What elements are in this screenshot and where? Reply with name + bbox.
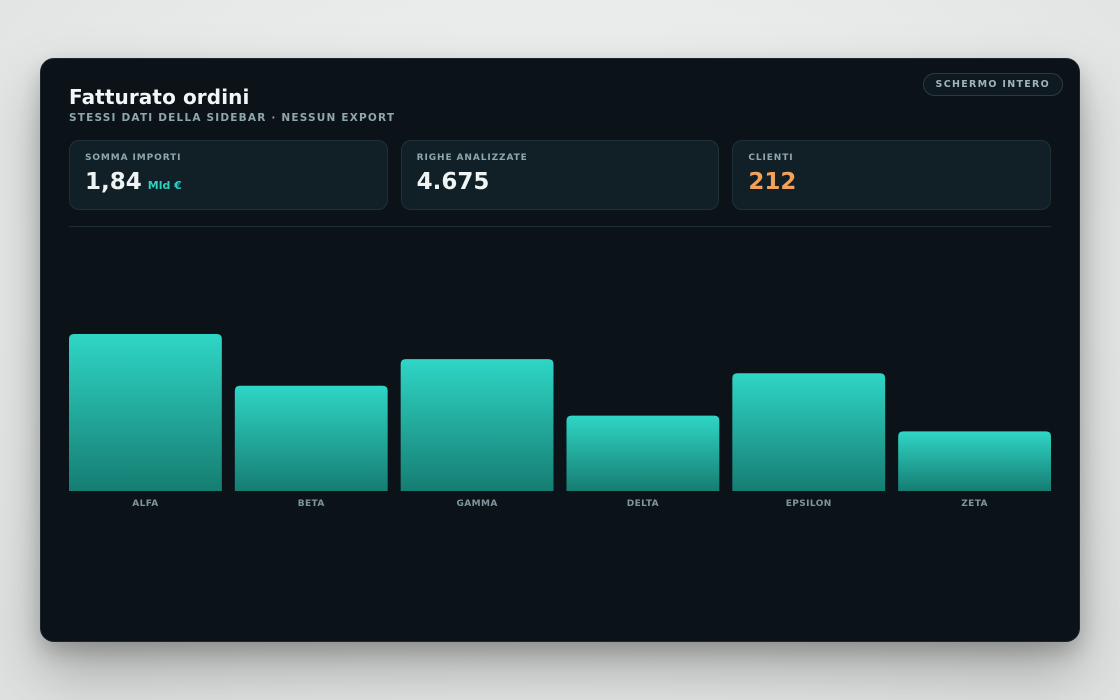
x-tick-label: ALFA (132, 499, 158, 509)
fullscreen-button[interactable]: SCHERMO INTERO (922, 73, 1063, 96)
bar-beta (234, 385, 388, 491)
kpi-card-rows: RIGHE ANALIZZATE 4.675 (400, 140, 720, 210)
bar-chart: ALFA BETA GAMMA DELTA EPSILON ZETA (69, 227, 1051, 627)
bar-alfa (69, 334, 222, 491)
kpi-label: RIGHE ANALIZZATE (416, 153, 528, 163)
x-tick-label: EPSILON (786, 499, 832, 509)
kpi-value: 212 (748, 169, 797, 195)
kpi-value: 1,84 (85, 169, 142, 195)
kpi-value: 4.675 (416, 169, 490, 195)
kpi-label: CLIENTI (748, 153, 794, 163)
x-tick-label: DELTA (627, 499, 659, 509)
kpi-label: SOMMA IMPORTI (85, 153, 182, 163)
bar-delta (566, 415, 720, 491)
bar-zeta (898, 431, 1051, 491)
bar-chart-svg: ALFA BETA GAMMA DELTA EPSILON ZETA (69, 334, 1051, 509)
kpi-card-clients: CLIENTI 212 (732, 140, 1052, 210)
x-tick-label: GAMMA (456, 499, 497, 509)
chart-panel: Fatturato ordini STESSI DATI DELLA SIDEB… (40, 58, 1080, 642)
kpi-unit: Mld € (147, 179, 182, 192)
kpi-card-sum: SOMMA IMPORTI 1,84 Mld € (69, 140, 388, 210)
x-tick-label: BETA (298, 499, 325, 509)
page-subtitle: STESSI DATI DELLA SIDEBAR · NESSUN EXPOR… (69, 112, 396, 124)
bar-epsilon (732, 373, 886, 491)
page-title: Fatturato ordini (69, 85, 250, 109)
bar-gamma (400, 359, 554, 491)
kpi-row: SOMMA IMPORTI 1,84 Mld € RIGHE ANALIZZAT… (69, 140, 1052, 210)
x-tick-label: ZETA (961, 499, 988, 509)
divider (69, 226, 1051, 227)
